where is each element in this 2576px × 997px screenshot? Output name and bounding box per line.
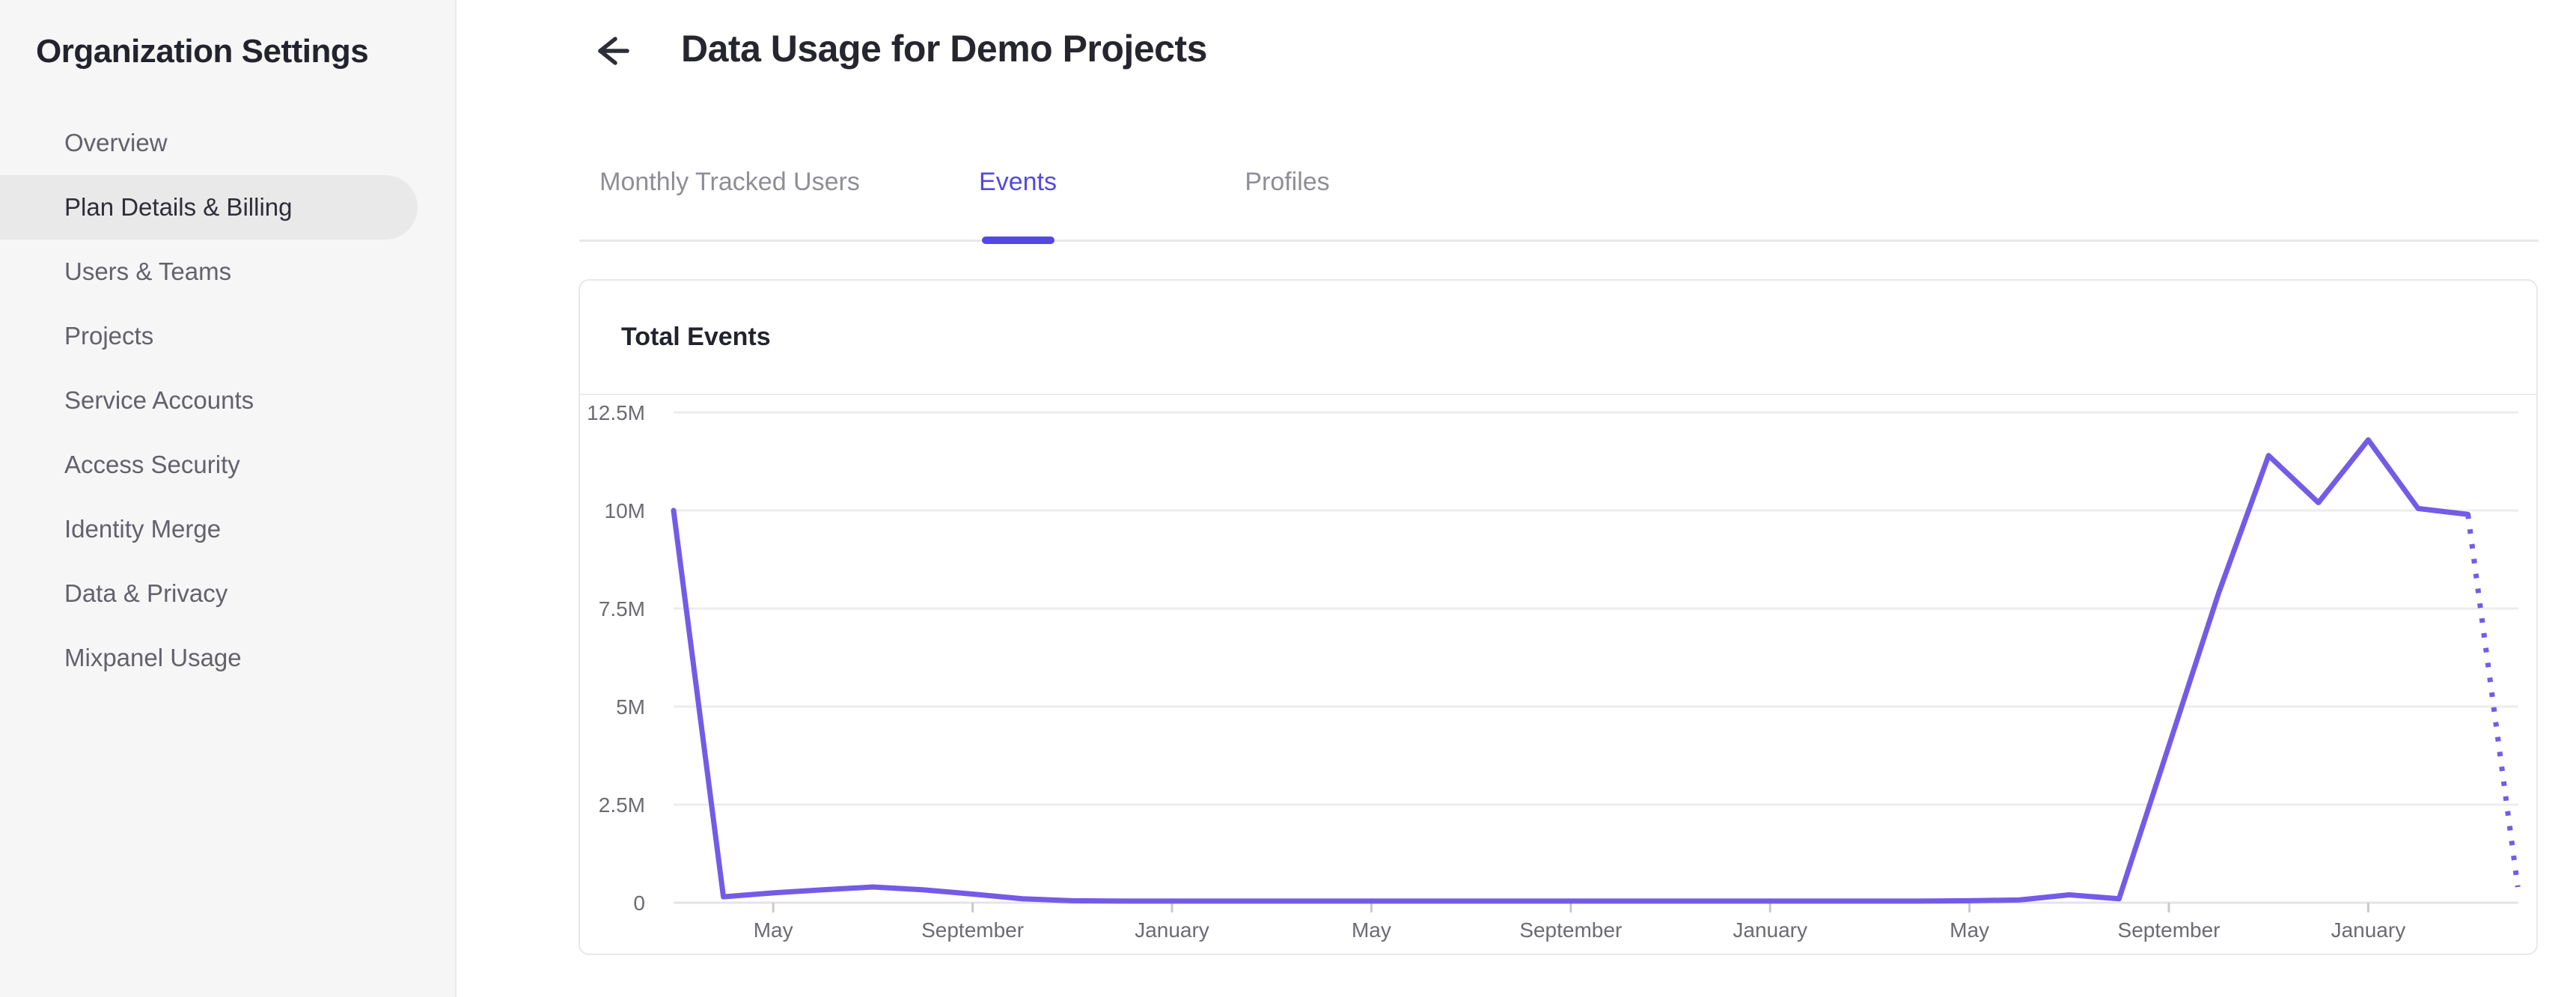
tab-profiles[interactable]: Profiles xyxy=(1245,168,1330,196)
chart-card-divider xyxy=(580,394,2536,395)
sidebar-item-overview[interactable]: Overview xyxy=(64,129,168,156)
sidebar-item-identity-merge[interactable]: Identity Merge xyxy=(64,515,222,543)
tab-bar-divider xyxy=(579,240,2539,242)
sidebar: Organization Settings Overview Plan Detai… xyxy=(0,0,457,997)
sidebar-item-access-security[interactable]: Access Security xyxy=(64,451,240,478)
usage-chart-card: Total Events xyxy=(579,279,2538,955)
sidebar-item-users-teams[interactable]: Users & Teams xyxy=(64,257,232,285)
page-title: Data Usage for Demo Projects xyxy=(681,28,1207,70)
chart-card-title: Total Events xyxy=(621,323,771,351)
sidebar-nav: Overview Plan Details & Billing Users & Te… xyxy=(0,111,457,690)
sidebar-title: Organization Settings xyxy=(36,33,369,70)
sidebar-item-mixpanel-usage[interactable]: Mixpanel Usage xyxy=(64,644,242,671)
back-button[interactable] xyxy=(590,30,632,72)
sidebar-item-service-accounts[interactable]: Service Accounts xyxy=(64,386,254,414)
tab-events[interactable]: Events xyxy=(979,168,1057,196)
sidebar-item-data-privacy[interactable]: Data & Privacy xyxy=(64,579,228,607)
sidebar-item-plan-details-billing[interactable]: Plan Details & Billing xyxy=(0,175,418,240)
active-tab-underline xyxy=(982,237,1054,244)
arrow-left-icon xyxy=(598,37,629,65)
sidebar-item-projects[interactable]: Projects xyxy=(64,322,154,350)
tab-monthly-tracked-users[interactable]: Monthly Tracked Users xyxy=(599,168,860,196)
